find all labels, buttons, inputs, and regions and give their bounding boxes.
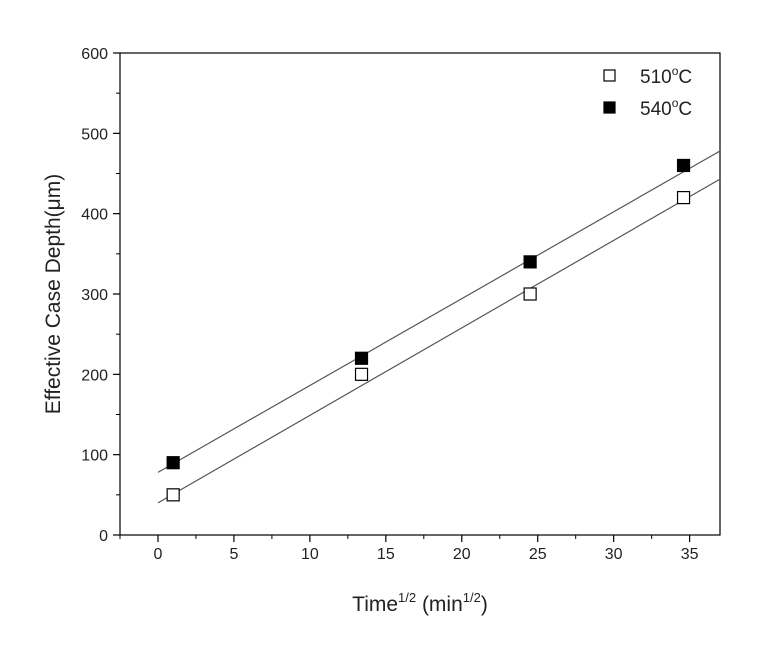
x-tick-label-35: 35 — [681, 546, 699, 563]
legend-510-base: 510 — [640, 67, 672, 88]
y-tick-label-0: 0 — [99, 528, 108, 545]
legend-510-end: C — [678, 67, 692, 88]
y-axis-title: Effective Case Depth(μm) — [42, 174, 65, 415]
y-tick-label-400: 400 — [81, 207, 108, 224]
y-axis-title-text: Effective Case Depth( — [42, 210, 65, 414]
data-point-s0-1 — [354, 367, 369, 381]
plot-area — [119, 52, 721, 536]
y-tick-label-200: 200 — [81, 367, 108, 384]
x-axis-title-sup2: 1/2 — [463, 590, 481, 605]
legend-540-end: C — [678, 99, 692, 120]
x-tick-label-25: 25 — [529, 546, 547, 563]
legend-marker-510 — [603, 69, 616, 82]
data-point-s0-2 — [523, 287, 537, 301]
x-axis-title-end: ) — [481, 593, 488, 616]
fit-lines-group — [157, 150, 721, 504]
data-point-s0-0 — [166, 488, 180, 502]
legend-540-sup: o — [672, 96, 679, 110]
data-point-s1-1 — [354, 351, 369, 365]
data-point-s1-0 — [166, 456, 180, 470]
x-tick-label-0: 0 — [154, 546, 163, 563]
data-point-s1-3 — [676, 158, 691, 173]
fit-line-series-1 — [157, 150, 721, 473]
x-tick-label-30: 30 — [605, 546, 623, 563]
fit-line-series-0 — [157, 178, 721, 504]
x-axis-title-mid: (min — [416, 593, 463, 616]
y-tick-label-100: 100 — [81, 448, 108, 465]
x-tick-label-10: 10 — [301, 546, 319, 563]
y-axis-title-mu: μ — [42, 198, 65, 210]
legend-label-510: 510oC — [640, 64, 692, 88]
x-axis-title: Time1/2 (min1/2) — [352, 590, 488, 616]
y-axis-title-end: m) — [42, 174, 65, 199]
y-tick-label-500: 500 — [81, 126, 108, 143]
legend-marker-540 — [603, 101, 616, 114]
x-axis-title-sup: 1/2 — [398, 590, 416, 605]
legend-510-sup: o — [672, 64, 679, 78]
legend-540-base: 540 — [640, 99, 672, 120]
x-tick-label-15: 15 — [377, 546, 395, 563]
data-point-s0-3 — [676, 191, 691, 205]
data-point-s1-2 — [523, 255, 537, 269]
markers-group — [166, 158, 691, 502]
x-axis-title-base: Time — [352, 593, 398, 616]
legend: 510oC 540oC — [603, 64, 692, 120]
y-tick-label-600: 600 — [81, 46, 108, 63]
x-tick-label-5: 5 — [229, 546, 238, 563]
legend-label-540: 540oC — [640, 96, 692, 120]
y-tick-label-300: 300 — [81, 287, 108, 304]
x-tick-label-20: 20 — [453, 546, 471, 563]
